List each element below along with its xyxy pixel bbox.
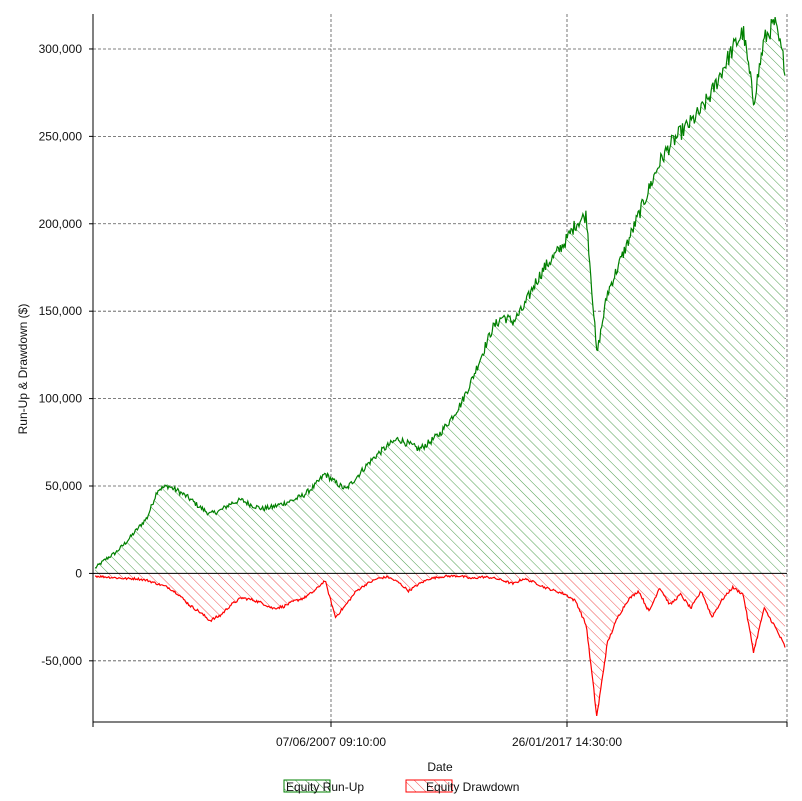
y-tick-label: 300,000 xyxy=(39,42,83,56)
legend-label-drawdown: Equity Drawdown xyxy=(426,780,519,794)
legend: Equity Run-Up Equity Drawdown xyxy=(283,779,519,794)
legend-item-drawdown[interactable]: Equity Drawdown xyxy=(405,779,519,794)
y-tick-label: 250,000 xyxy=(39,129,83,143)
line-drawdown xyxy=(95,574,786,716)
plot-lines xyxy=(94,16,786,716)
y-tick-label: 200,000 xyxy=(39,217,83,231)
y-axis-label: Run-Up & Drawdown ($) xyxy=(16,304,30,435)
y-tick-label: 50,000 xyxy=(45,479,82,493)
area-drawdown xyxy=(95,573,785,716)
y-tick-labels: -50,000 0 50,000 100,000 150,000 200,000 250,0… xyxy=(39,42,83,668)
y-tick-label: -50,000 xyxy=(41,654,82,668)
y-tick-label: 150,000 xyxy=(39,304,83,318)
x-tick-label: 07/06/2007 09:10:00 xyxy=(276,735,386,749)
plot-areas xyxy=(95,17,785,716)
x-tick-label: 26/01/2017 14:30:00 xyxy=(512,735,622,749)
line-runup xyxy=(94,16,786,569)
y-tick-label: 0 xyxy=(75,566,82,580)
legend-swatch-runup xyxy=(283,779,331,793)
legend-swatch-drawdown xyxy=(405,779,453,793)
y-tick-label: 100,000 xyxy=(39,392,83,406)
x-tick-labels: 07/06/2007 09:10:00 26/01/2017 14:30:00 xyxy=(276,735,622,749)
legend-label-runup: Equity Run-Up xyxy=(286,780,364,794)
area-runup xyxy=(95,17,785,574)
x-axis-label: Date xyxy=(427,760,453,774)
axes xyxy=(89,14,788,727)
legend-item-runup[interactable]: Equity Run-Up xyxy=(283,779,364,794)
